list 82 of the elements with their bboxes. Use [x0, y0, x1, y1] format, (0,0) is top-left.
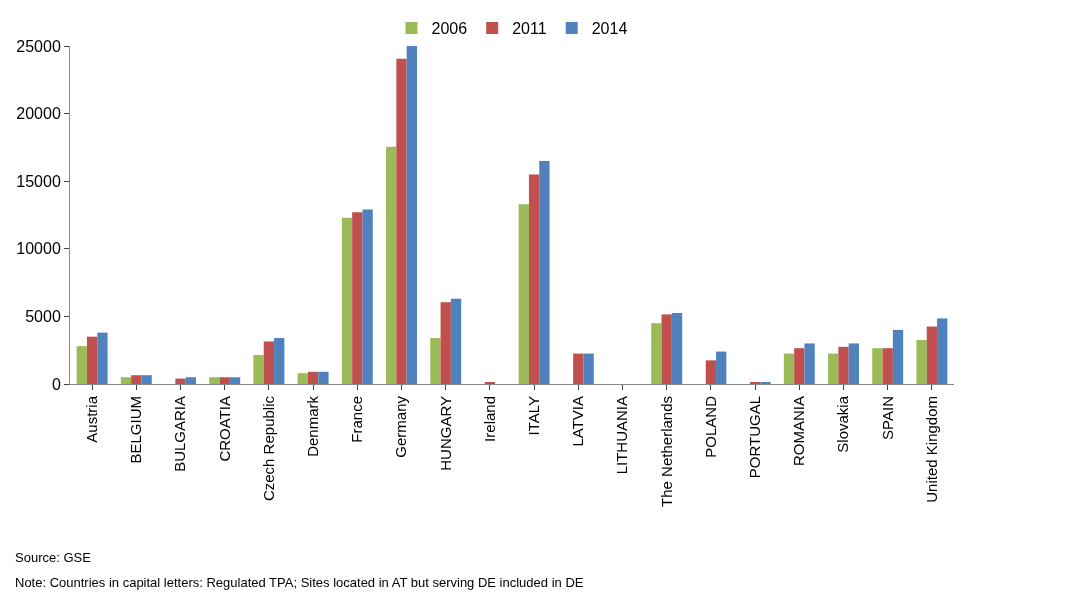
bar [573, 353, 584, 384]
bar [341, 217, 353, 384]
bar [838, 346, 849, 384]
x-tick-label: PORTUGAL [745, 396, 763, 479]
bar [528, 174, 540, 384]
x-tick-label: LITHUANIA [613, 396, 631, 475]
x-tick-label: France [348, 396, 366, 443]
y-tick-label: 20000 [16, 105, 61, 123]
bar [518, 204, 529, 384]
bar [362, 209, 373, 384]
bar [749, 381, 761, 384]
y-tick-label: 5000 [25, 308, 61, 325]
bar [318, 371, 329, 384]
bar [209, 377, 220, 384]
x-tick-label: Germany [392, 395, 410, 458]
x-tick-label: LATVIA [569, 396, 587, 447]
x-tick-label: ITALY [524, 396, 542, 436]
bar [916, 340, 927, 384]
bar [783, 353, 795, 384]
y-tick-label: 10000 [16, 240, 61, 258]
bar [86, 336, 98, 384]
source-note: Source: GSE [15, 550, 92, 565]
bar [804, 343, 815, 384]
x-tick-label: United Kingdom [922, 396, 940, 503]
bar [661, 314, 672, 384]
x-tick-label: SPAIN [878, 396, 896, 440]
x-tick-label: HUNGARY [436, 396, 454, 471]
bar [651, 323, 662, 384]
bar [872, 348, 883, 384]
x-tick-label: POLAND [701, 395, 719, 458]
text: Note: Countries in capital letters: Regulated TPA; Sites located in AT but serving DE included in DE [15, 575, 584, 590]
bar [484, 381, 496, 384]
bar [440, 302, 451, 384]
bar [430, 338, 441, 384]
y-tick-label: 15000 [16, 172, 61, 190]
bar [97, 332, 108, 384]
legend-label: 2014 [591, 20, 628, 38]
bar [386, 146, 397, 384]
bar [716, 351, 727, 384]
bar [307, 371, 319, 384]
bar [671, 313, 683, 384]
bar [175, 378, 186, 384]
x-tick-label: Czech Republic [259, 395, 277, 502]
bar [583, 353, 594, 384]
bar [219, 377, 230, 384]
bar [76, 346, 87, 384]
bar [760, 381, 771, 384]
bar [229, 377, 241, 384]
bar [185, 377, 196, 384]
y-tick-label: 25000 [16, 37, 61, 55]
bar [848, 343, 859, 384]
bar [926, 326, 938, 384]
bar [297, 373, 308, 384]
y-tick-label: 0 [51, 375, 61, 393]
x-tick-label: CROATIA [215, 396, 233, 462]
bar [705, 360, 717, 384]
bar [274, 338, 285, 384]
bar [937, 318, 948, 384]
bar [539, 160, 550, 384]
x-tick-label: Slovakia [834, 395, 852, 453]
bar [882, 348, 893, 384]
bar [450, 298, 462, 384]
x-tick-label: BELGIUM [127, 396, 145, 464]
bar [120, 377, 132, 384]
x-tick-label: Denmark [303, 395, 321, 457]
bar [263, 341, 275, 384]
legend-label: 2006 [431, 20, 468, 38]
x-tick-label: ROMANIA [790, 396, 808, 467]
x-tick-label: Austria [82, 395, 100, 443]
x-tick-label: BULGARIA [171, 396, 189, 472]
bar [892, 329, 904, 384]
bar [352, 212, 363, 384]
bar [131, 375, 142, 384]
bar [141, 375, 152, 384]
legend-label: 2011 [512, 20, 547, 38]
bar [396, 58, 407, 384]
x-tick-label: Ireland [480, 396, 498, 442]
bar [406, 46, 417, 384]
bar [794, 348, 805, 384]
bar [828, 353, 839, 384]
x-tick-label: The Netherlands [657, 396, 675, 507]
bar [253, 354, 264, 384]
